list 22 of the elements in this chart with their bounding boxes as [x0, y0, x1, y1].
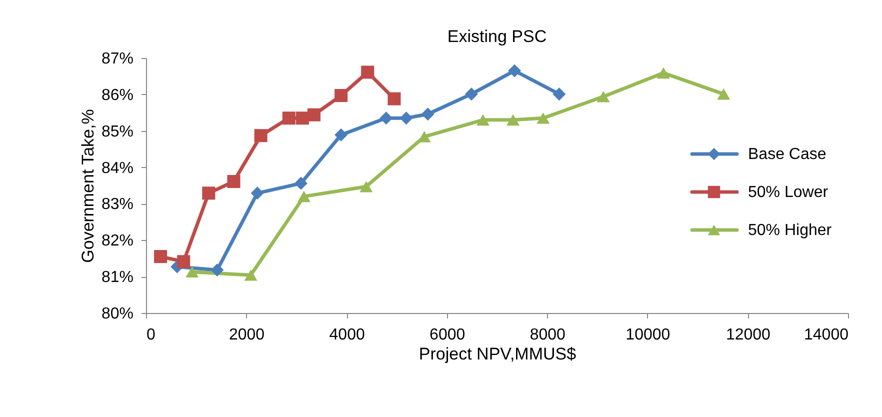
y-axis-title: Government Take,%	[78, 109, 98, 263]
x-tick-label: 12000	[726, 326, 771, 344]
chart-title: Existing PSC	[447, 27, 547, 46]
x-tick-label: 0	[146, 326, 156, 344]
y-tick-label: 87%	[101, 50, 134, 68]
y-tick-label: 86%	[101, 86, 134, 104]
x-tick-label: 6000	[430, 326, 466, 344]
legend-label: Base Case	[748, 146, 826, 163]
y-tick-label: 85%	[101, 123, 134, 140]
legend-label: 50% Higher	[748, 222, 832, 239]
y-tick-label: 81%	[101, 269, 134, 286]
y-tick-label: 83%	[101, 196, 134, 214]
x-tick-label: 14000	[804, 326, 849, 344]
x-tick-label: 2000	[228, 326, 265, 344]
x-tick-label: 8000	[530, 326, 566, 344]
y-tick-label: 82%	[101, 232, 134, 250]
x-tick-label: 4000	[329, 326, 365, 344]
y-tick-label: 80%	[101, 306, 134, 322]
y-tick-label: 84%	[101, 160, 134, 177]
x-axis-title: Project NPV,MMUS$	[418, 344, 577, 364]
legend-label: 50% Lower	[748, 184, 829, 201]
x-tick-label: 10000	[626, 326, 670, 344]
